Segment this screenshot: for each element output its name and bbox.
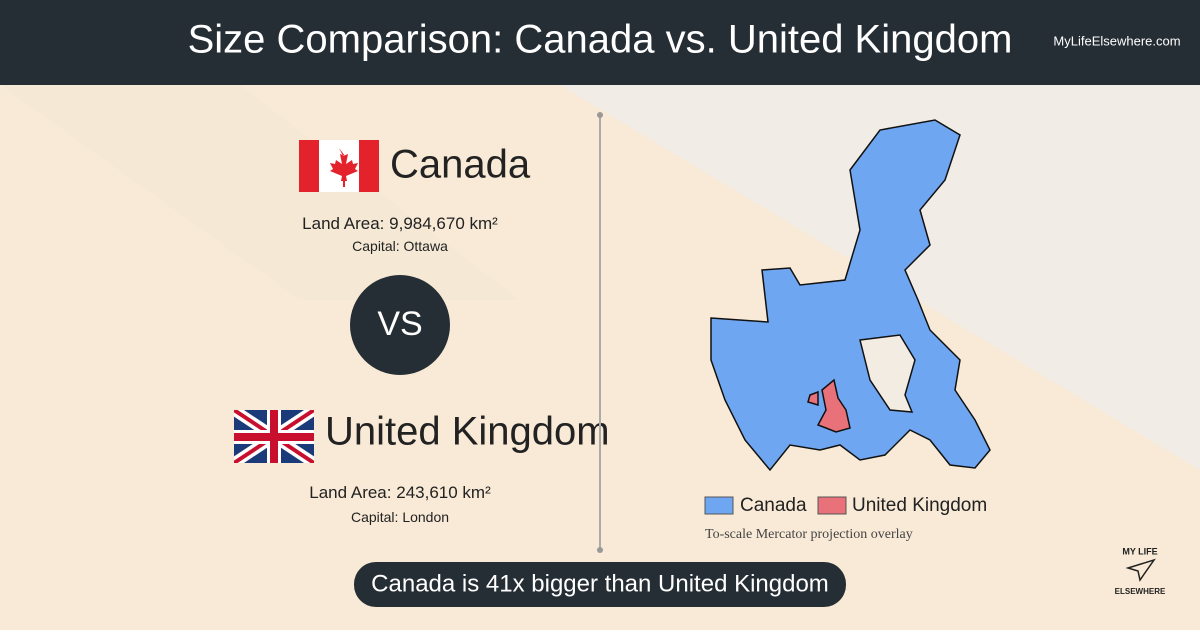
divider-end <box>597 547 603 553</box>
uk-flag <box>234 410 314 463</box>
country-name: United Kingdom <box>325 410 610 454</box>
canada-flag <box>299 140 379 192</box>
vs-badge <box>350 275 450 375</box>
logo-text: MY LIFE <box>1122 546 1157 556</box>
background-shade <box>0 85 520 300</box>
capital-label: Capital: <box>351 509 398 525</box>
vs-text: VS <box>377 305 422 343</box>
country-name: Canada <box>390 143 531 187</box>
logo-text: ELSEWHERE <box>1115 587 1166 596</box>
header <box>0 0 1200 85</box>
capital-value: Ottawa <box>404 238 449 254</box>
legend-swatch <box>817 496 847 515</box>
uk-shape <box>816 378 851 433</box>
capital-value: London <box>402 509 449 525</box>
capital: Capital: Ottawa <box>352 238 448 254</box>
land-area-label: Land Area: <box>302 214 384 233</box>
site-name: MyLifeElsewhere.com <box>1053 33 1180 48</box>
legend-label: United Kingdom <box>852 495 987 516</box>
map-caption: To-scale Mercator projection overlay <box>705 527 913 542</box>
land-area-label: Land Area: <box>309 483 391 502</box>
summary-pill <box>354 562 846 607</box>
capital: Capital: London <box>351 509 449 525</box>
land-area-value: 9,984,670 km² <box>389 214 498 233</box>
summary: Canada is 41x bigger than United Kingdom <box>371 570 829 597</box>
title: Size Comparison: Canada vs. United Kingd… <box>188 18 1013 62</box>
uk-shape <box>807 390 819 407</box>
capital-label: Capital: <box>352 238 399 254</box>
logo-icon <box>1125 558 1156 582</box>
logo: MY LIFE ELSEWHERE <box>1115 546 1166 596</box>
hudson-bay <box>859 334 916 413</box>
map <box>710 119 991 472</box>
land-area: Land Area: 9,984,670 km² <box>302 214 498 233</box>
legend-swatch <box>704 496 734 515</box>
land-area: Land Area: 243,610 km² <box>309 483 491 502</box>
legend-label: Canada <box>740 495 807 516</box>
divider-end <box>597 112 603 118</box>
canada-shape <box>710 119 991 472</box>
land-area-value: 243,610 km² <box>396 483 491 502</box>
